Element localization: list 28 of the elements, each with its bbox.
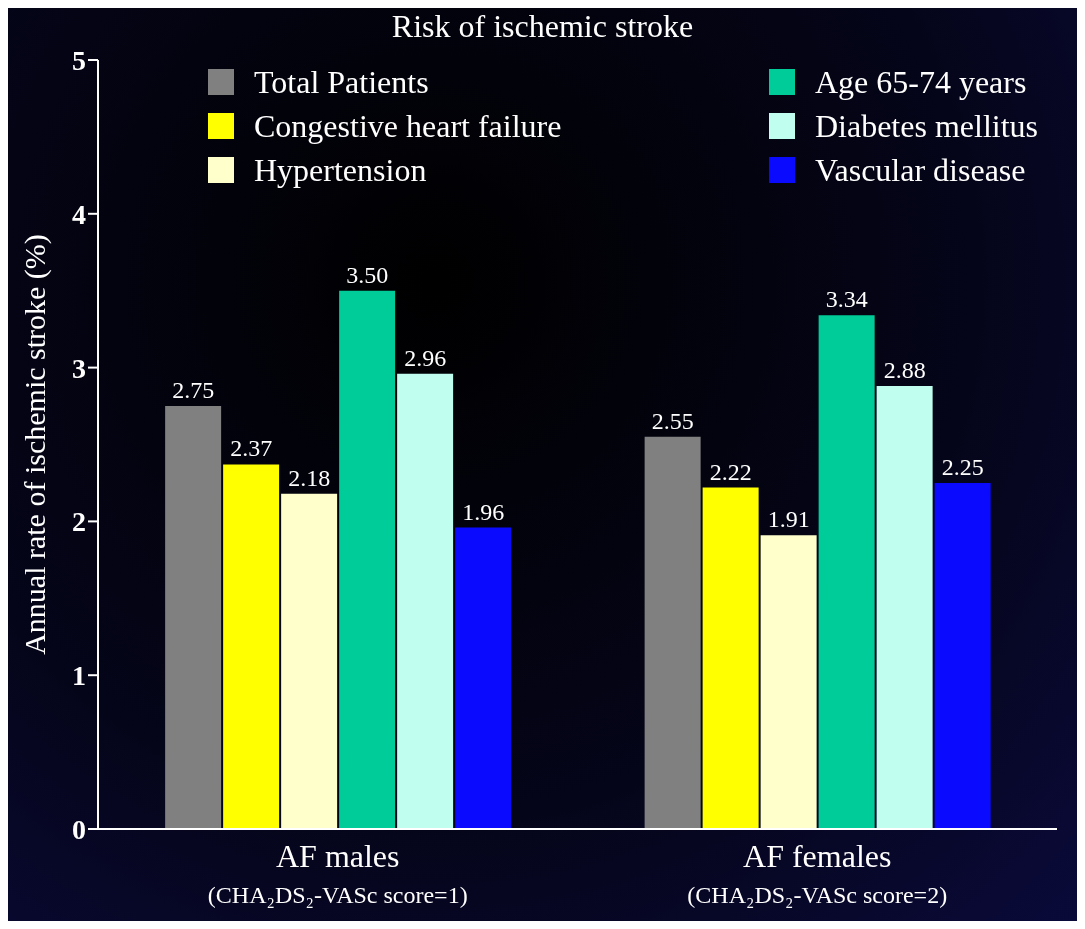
- legend-label: Congestive heart failure: [254, 107, 562, 145]
- data-label: 1.96: [462, 498, 505, 525]
- data-label: 2.55: [651, 407, 694, 434]
- legend-label: Hypertension: [254, 151, 427, 189]
- data-label: 1.91: [767, 506, 810, 533]
- data-label: 2.25: [941, 453, 984, 480]
- y-axis-title: Annual rate of ischemic stroke (%): [17, 234, 52, 655]
- y-tick-label: 5: [72, 44, 86, 76]
- y-tick-label: 3: [72, 352, 86, 384]
- data-label: 2.37: [230, 435, 273, 462]
- legend-label: Total Patients: [254, 63, 429, 101]
- y-tick-label: 1: [72, 660, 86, 692]
- data-label: 2.18: [288, 464, 331, 491]
- data-label: 2.75: [172, 377, 215, 404]
- data-label: 2.22: [709, 458, 752, 485]
- legend-label: Diabetes mellitus: [814, 107, 1038, 145]
- data-label: 3.34: [825, 286, 868, 313]
- legend-label: Vascular disease: [814, 151, 1026, 189]
- data-label: 3.50: [346, 261, 389, 288]
- x-tick-label: AF males (CHA₂DS₂-VASc score=1): [207, 838, 468, 908]
- data-label: 2.88: [883, 357, 926, 384]
- y-tick-label: 4: [72, 198, 86, 230]
- y-tick-label: 2: [72, 506, 86, 538]
- y-tick-label: 0: [72, 813, 86, 845]
- x-tick-label: AF females (CHA₂DS₂-VASc score=2): [687, 838, 948, 908]
- data-label: 2.96: [404, 344, 447, 371]
- legend-label: Age 65-74 years: [814, 63, 1027, 101]
- chart-title: Risk of ischemic stroke: [390, 8, 695, 45]
